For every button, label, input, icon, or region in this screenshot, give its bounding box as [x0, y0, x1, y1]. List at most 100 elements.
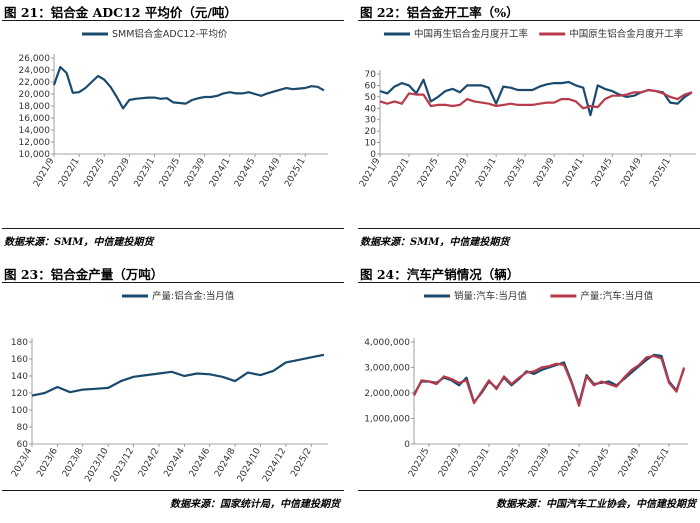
chart-source: 数据来源：中国汽车工业协会，中信建投期货 [496, 499, 696, 510]
y-tick-label: 60 [17, 440, 29, 450]
y-tick-label: 100 [11, 406, 28, 416]
x-tick-label: 2023/8 [61, 446, 86, 479]
y-tick-label: 10 [365, 139, 377, 149]
chart-panel-aluminum-alloy-price: 图 21：铝合金 ADC12 平均价（元/吨） SMM铝合金ADC12-平均价 1… [2, 0, 344, 261]
chart-title: 图 24：汽车产销情况（辆） [360, 267, 520, 282]
series-line-0 [413, 353, 686, 405]
y-tick-label: 0 [404, 440, 410, 450]
x-tick-label: 2022/1 [387, 157, 411, 189]
title-divider [2, 20, 344, 21]
x-tick-label: 2024/9 [258, 156, 283, 189]
chart-auto-production-sales: 销量:汽车:当月值 产量:汽车:当月值 0 1,000,000 2,000,000 3,0… [364, 290, 688, 479]
legend-label-0: 中国再生铝合金月度开工率 [414, 28, 529, 40]
x-tick-label: 2023/10 [83, 446, 110, 484]
x-tick-label: 2024/5 [587, 447, 611, 479]
title-divider [358, 20, 700, 21]
x-tick-label: 2024/9 [619, 156, 644, 189]
x-tick-label: 2023/6 [35, 446, 60, 479]
x-tick-label: 2023/12 [109, 447, 136, 484]
x-tick-label: 2021/9 [32, 156, 57, 189]
legend-label-0: 产量:铝合金:当月值 [152, 290, 235, 302]
title-divider [2, 282, 344, 283]
legend-label-0: SMM铝合金ADC12-平均价 [112, 28, 228, 40]
x-tick-label: 2022/9 [445, 156, 470, 189]
chart-title: 图 21：铝合金 ADC12 平均价（元/吨） [4, 5, 237, 20]
legend-label-1: 产量:汽车:当月值 [580, 290, 653, 302]
source-divider [2, 490, 344, 491]
source-divider [358, 490, 700, 491]
chart-title: 图 23：铝合金产量（万吨） [4, 267, 164, 282]
y-tick-label: 3,000,000 [364, 364, 410, 374]
x-tick-label: 2024/9 [617, 446, 642, 479]
x-tick-label: 2023/9 [183, 156, 208, 189]
x-tick-label: 2023/9 [532, 156, 557, 189]
x-tick-label: 2023/1 [474, 157, 498, 189]
y-tick-label: 26,000 [19, 54, 51, 64]
x-tick-label: 2024/1 [561, 156, 585, 188]
x-tick-label: 2024/10 [236, 446, 263, 484]
x-tick-label: 2024/5 [590, 156, 614, 188]
source-divider [2, 228, 344, 229]
series-line-1 [379, 88, 693, 110]
y-tick-label: 22,000 [19, 78, 51, 88]
y-tick-label: 18,000 [19, 102, 51, 112]
y-tick-label: 20,000 [19, 90, 51, 100]
chart-aluminum-alloy-price: SMM铝合金ADC12-平均价 10,000 12,000 14,000 16,000 1… [19, 28, 328, 189]
x-tick-label: 2025/1 [647, 447, 671, 479]
source-divider [358, 228, 700, 229]
y-tick-label: 16,000 [19, 114, 51, 124]
y-tick-label: 14,000 [19, 126, 51, 136]
y-tick-label: 1,000,000 [364, 415, 410, 425]
series-line-1 [413, 354, 686, 407]
x-tick-label: 2023/1 [467, 447, 491, 479]
x-tick-label: 2023/9 [527, 446, 552, 479]
title-divider [358, 282, 700, 283]
series-line-0 [31, 353, 325, 397]
series-line-0 [52, 65, 325, 110]
y-tick-label: 30 [365, 116, 377, 126]
x-tick-label: 2025/2 [289, 447, 313, 479]
x-tick-label: 2024/4 [162, 446, 187, 479]
y-tick-label: 140 [11, 372, 28, 382]
x-tick-label: 2024/8 [213, 446, 238, 479]
y-tick-label: 60 [365, 81, 377, 91]
x-tick-label: 2022/5 [407, 447, 431, 479]
x-tick-label: 2021/9 [358, 156, 383, 189]
chart-source: 数据来源：SMM，中信建投期货 [4, 237, 154, 248]
y-tick-label: 12,000 [19, 138, 51, 148]
y-tick-label: 0 [370, 150, 376, 160]
x-tick-label: 2022/5 [82, 157, 106, 189]
y-tick-label: 180 [11, 338, 28, 348]
x-tick-label: 2024/2 [137, 447, 161, 479]
y-tick-label: 40 [365, 104, 377, 114]
x-tick-label: 2024/6 [188, 446, 213, 479]
y-tick-label: 80 [17, 423, 29, 433]
x-tick-label: 2022/9 [107, 156, 132, 189]
x-tick-label: 2023/1 [133, 157, 157, 189]
y-tick-label: 120 [11, 389, 28, 399]
legend-label-1: 中国原生铝合金月度开工率 [569, 28, 684, 40]
chart-panel-auto-production-sales: 图 24：汽车产销情况（辆） 销量:汽车:当月值 产量:汽车:当月值 0 1,000,… [358, 262, 700, 523]
x-tick-label: 2025/1 [648, 157, 672, 189]
chart-source: 数据来源：SMM，中信建投期货 [360, 237, 510, 248]
x-tick-label: 2022/1 [57, 157, 81, 189]
series-line-0 [379, 78, 693, 117]
y-tick-label: 24,000 [19, 66, 51, 76]
x-tick-label: 2023/5 [503, 157, 527, 189]
chart-panel-alloy-output: 图 23：铝合金产量（万吨） 产量:铝合金:当月值 60 80 100 120 140 16… [2, 262, 344, 523]
x-tick-label: 2022/9 [437, 446, 462, 479]
x-tick-label: 2025/1 [283, 157, 307, 189]
chart-source: 数据来源：国家统计局，中信建投期货 [170, 499, 340, 510]
x-tick-label: 2023/5 [158, 157, 182, 189]
x-tick-label: 2024/1 [208, 157, 232, 189]
chart-title: 图 22：铝合金开工率（%） [360, 5, 519, 20]
chart-panel-operating-rate: 图 22：铝合金开工率（%） 中国再生铝合金月度开工率 中国原生铝合金月度开工率 0… [358, 0, 700, 261]
y-tick-label: 4,000,000 [364, 338, 410, 348]
x-tick-label: 2024/1 [557, 447, 581, 479]
x-tick-label: 2024/12 [261, 447, 288, 484]
x-tick-label: 2022/5 [416, 157, 440, 189]
x-tick-label: 2023/5 [497, 447, 521, 479]
legend-label-0: 销量:汽车:当月值 [454, 290, 527, 302]
